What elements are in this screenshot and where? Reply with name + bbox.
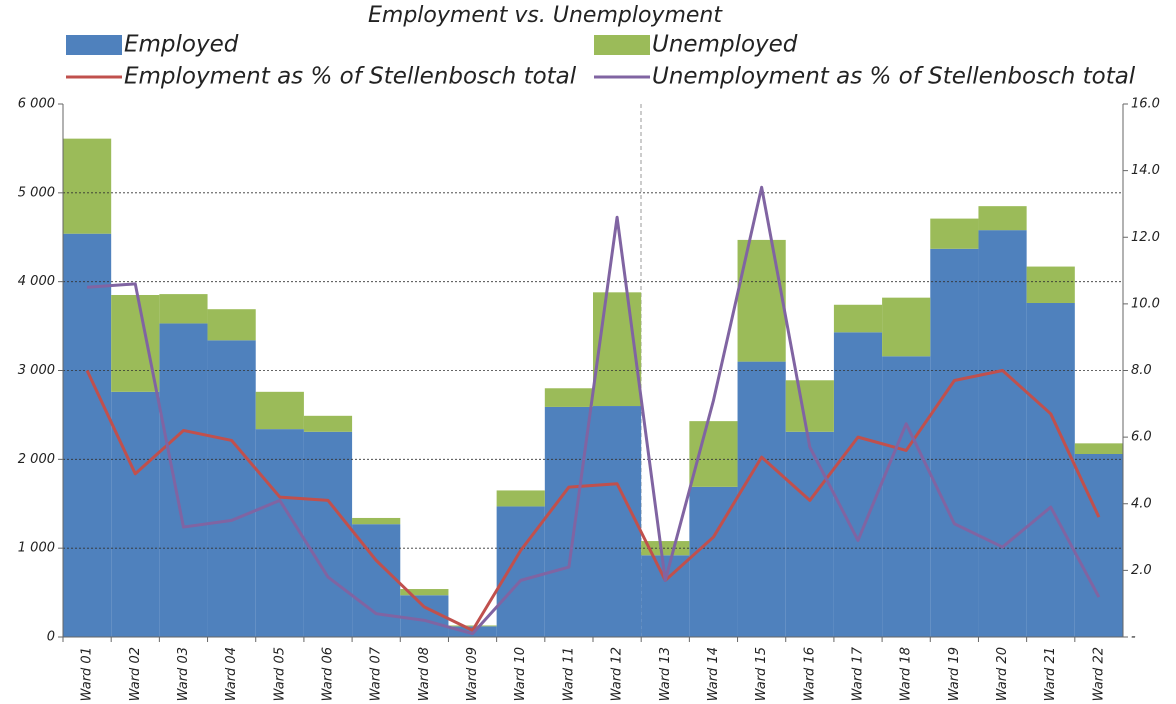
bar <box>255 391 304 430</box>
bar <box>111 294 160 392</box>
x-tick-label: Ward 16 <box>802 647 817 701</box>
bar <box>1026 266 1075 303</box>
bar <box>1026 302 1075 637</box>
bar <box>641 555 690 637</box>
x-tick-label: Ward 15 <box>754 647 769 701</box>
y2-tick-label: 10.0 <box>1131 296 1160 311</box>
x-tick-label: Ward 06 <box>321 647 336 701</box>
bar <box>737 361 786 637</box>
x-tick-label: Ward 11 <box>561 647 576 701</box>
x-tick-label: Ward 19 <box>947 647 962 701</box>
y2-tick-label: 8.0 <box>1131 363 1152 378</box>
bar <box>255 429 304 637</box>
bar <box>930 218 979 249</box>
bar <box>785 431 834 637</box>
bar <box>882 356 931 637</box>
y-tick-label: 2 000 <box>18 452 55 467</box>
bar <box>833 304 883 333</box>
bar <box>978 230 1027 638</box>
bar <box>496 490 545 507</box>
x-tick-label: Ward 20 <box>995 647 1010 701</box>
legend-label: Employment as % of Stellenbosch total <box>124 64 577 90</box>
bar <box>303 431 353 637</box>
bar <box>207 340 256 637</box>
x-tick-label: Ward 17 <box>851 646 866 701</box>
bar <box>207 309 256 341</box>
x-tick-label: Ward 02 <box>128 647 143 701</box>
x-tick-label: Ward 05 <box>272 647 287 701</box>
x-tick-label: Ward 04 <box>224 647 239 701</box>
y-tick-label: 4 000 <box>18 274 55 289</box>
legend-swatch <box>594 35 650 55</box>
chart-title: Employment vs. Unemployment <box>368 3 723 28</box>
x-tick-label: Ward 08 <box>417 647 432 701</box>
y2-tick-label: 4.0 <box>1131 496 1152 511</box>
bar <box>544 388 593 407</box>
bar <box>63 233 112 638</box>
x-tick-label: Ward 12 <box>610 647 625 701</box>
bar <box>400 589 449 596</box>
bar <box>448 625 497 627</box>
line <box>85 369 1101 632</box>
y2-tick-label: 16.0 <box>1131 97 1160 112</box>
bar <box>882 297 931 357</box>
bar <box>930 248 979 637</box>
legend-swatch <box>66 35 122 55</box>
bar <box>641 541 690 556</box>
x-tick-label: Ward 21 <box>1043 647 1058 701</box>
legend-label: Employed <box>124 32 239 58</box>
bar <box>785 380 834 432</box>
x-tick-label: Ward 22 <box>1091 647 1106 701</box>
legend-label: Unemployment as % of Stellenbosch total <box>652 64 1136 90</box>
bar <box>111 391 160 637</box>
y2-tick-label: 6.0 <box>1131 430 1152 445</box>
line <box>86 185 1101 636</box>
y2-tick-label: 2.0 <box>1131 563 1152 578</box>
bar <box>978 206 1027 231</box>
x-tick-label: Ward 13 <box>658 647 673 701</box>
x-tick-label: Ward 07 <box>369 646 384 701</box>
bar <box>303 415 353 432</box>
bar <box>1074 443 1123 455</box>
x-tick-label: Ward 10 <box>513 647 528 701</box>
bar <box>352 517 401 525</box>
y2-tick-label: 14.0 <box>1131 163 1160 178</box>
bar <box>352 524 401 637</box>
legend-label: Unemployed <box>652 32 798 58</box>
bar <box>159 294 208 324</box>
y-tick-label: 0 <box>47 630 55 645</box>
y-tick-label: 1 000 <box>18 541 55 556</box>
y-tick-label: 6 000 <box>18 97 55 112</box>
bar <box>833 332 883 637</box>
y-tick-label: 5 000 <box>18 185 55 200</box>
x-tick-label: Ward 14 <box>706 647 721 701</box>
bar <box>159 323 208 637</box>
x-tick-label: Ward 18 <box>899 647 914 701</box>
x-tick-label: Ward 01 <box>80 647 95 701</box>
x-tick-label: Ward 09 <box>465 647 480 701</box>
bar <box>593 406 642 637</box>
y-tick-label: 3 000 <box>18 363 55 378</box>
bar <box>63 138 112 234</box>
x-tick-label: Ward 03 <box>176 647 191 701</box>
bar <box>689 421 738 487</box>
y2-tick-label: 12.0 <box>1131 230 1160 245</box>
y2-tick-label: - <box>1131 630 1136 645</box>
